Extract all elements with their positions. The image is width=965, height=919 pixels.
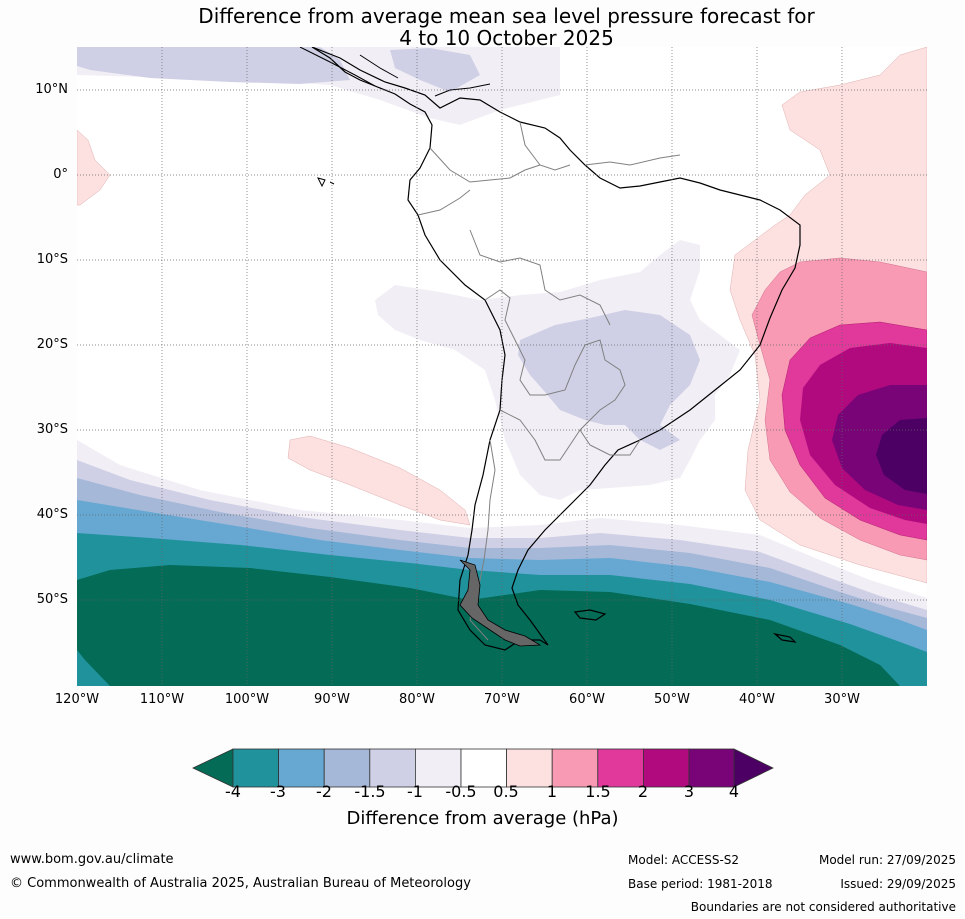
colorbar-bin (643, 748, 690, 788)
colorbar-bin (688, 748, 735, 788)
north-negative-core-2 (390, 48, 480, 92)
south-america-coastline (311, 47, 801, 651)
lon-label-80w: 80°W (399, 692, 435, 707)
colorbar-tick: 4 (728, 782, 740, 801)
colorbar-tick: -1 (407, 782, 423, 801)
colorbar-tick: 1.5 (585, 782, 611, 801)
lon-label-70w: 70°W (484, 692, 520, 707)
colorbar-bin (278, 748, 325, 788)
colorbar-tick: -2 (316, 782, 332, 801)
falkland-islands (573, 609, 607, 621)
country-borders (417, 121, 681, 641)
colorbar-bin (506, 748, 553, 788)
footer-model-run: Model run: 27/09/2025 (818, 853, 956, 867)
colorbar-tick: -3 (270, 782, 286, 801)
lon-label-40w: 40°W (739, 692, 775, 707)
lon-label-60w: 60°W (569, 692, 605, 707)
lon-label-120w: 120°W (54, 692, 100, 707)
colorbar-tick: 0.5 (493, 782, 519, 801)
atlantic-pos4 (876, 418, 927, 494)
footer-disclaimer: Boundaries are not considered authoritat… (690, 900, 956, 914)
footer-model: Model: ACCESS-S2 (628, 853, 740, 867)
colorbar-tick: 3 (683, 782, 695, 801)
graticule (77, 47, 927, 686)
tierra-del-fuego (459, 559, 542, 647)
lat-label-40s: 40°S (36, 507, 68, 522)
colorbar-bin (369, 748, 416, 788)
lon-label-50w: 50°W (654, 692, 690, 707)
lon-label-30w: 30°W (824, 692, 860, 707)
lon-label-100w: 100°W (224, 692, 270, 707)
colorbar-tick: -4 (225, 782, 241, 801)
footer-issued: Issued: 29/09/2025 (840, 877, 956, 891)
colorbar-tick: -1.5 (354, 782, 386, 801)
colorbar-bin (414, 748, 462, 788)
lat-label-20s: 20°S (36, 337, 68, 352)
colorbar-bin (551, 748, 599, 788)
map-field (77, 47, 927, 686)
lat-label-30s: 30°S (36, 422, 68, 437)
colorbar (192, 748, 774, 788)
lon-label-110w: 110°W (139, 692, 185, 707)
south-georgia (772, 632, 797, 643)
map-title: Difference from average mean sea level p… (0, 5, 965, 49)
se-pacific-positive (287, 435, 471, 526)
north-negative-core (77, 47, 350, 84)
lat-label-10s: 10°S (36, 252, 68, 267)
title-line-2: 4 to 10 October 2025 (399, 26, 614, 50)
east-pacific-positive (77, 129, 111, 206)
colorbar-tick: 1 (546, 782, 558, 801)
title-line-1: Difference from average mean sea level p… (198, 4, 815, 28)
colorbar-tick: 2 (637, 782, 649, 801)
colorbar-bin (460, 748, 507, 788)
lat-label-0: 0° (53, 167, 68, 182)
footer-base-period: Base period: 1981-2018 (628, 877, 773, 891)
lat-label-10n: 10°N (35, 82, 68, 97)
colorbar-label: Difference from average (hPa) (346, 808, 619, 829)
colorbar-tick: -0.5 (445, 782, 477, 801)
colorbar-extend-high (733, 748, 774, 788)
lon-label-90w: 90°W (314, 692, 350, 707)
lat-label-50s: 50°S (36, 592, 68, 607)
footer-url[interactable]: www.bom.gov.au/climate (10, 852, 174, 867)
central-america-coastline (299, 47, 491, 97)
footer-copyright: © Commonwealth of Australia 2025, Austra… (10, 876, 471, 891)
